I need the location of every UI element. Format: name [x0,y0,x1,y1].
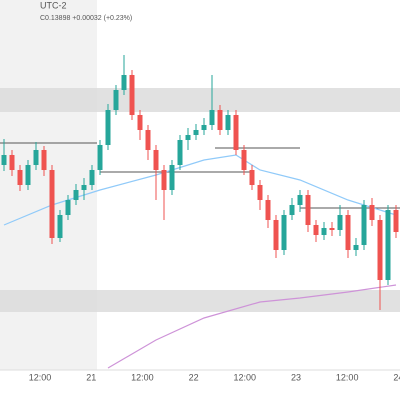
header-timezone: UTC-2 [40,0,67,10]
x-tick-label: 22 [189,372,199,382]
candle-body [313,225,319,235]
candle-body [393,210,399,232]
candle-body [81,185,87,190]
candle-body [273,220,279,250]
candle-body [201,125,207,130]
zone [0,290,400,312]
candle-body [321,228,327,235]
candle-body [249,170,255,185]
candle-body [153,150,159,170]
x-tick-label: 23 [291,372,301,382]
candle-body [49,170,55,238]
candle-body [73,190,79,200]
moving-average [107,284,397,369]
candle-body [113,90,119,110]
candle-body [209,110,215,125]
candle-body [105,110,111,145]
candle-body [41,150,47,170]
candle-body [305,195,311,225]
candle-body [265,200,271,220]
header-ohlc: C0.13898 +0.00032 (+0.23%) [40,15,132,22]
candle-body [233,115,239,150]
candle-body [369,205,375,220]
candle-body [97,145,103,170]
candle-body [9,155,15,170]
candle-body [289,205,295,215]
candle-body [361,205,367,245]
zone [0,88,400,112]
candle-body [241,150,247,170]
candle-body [353,245,359,250]
candle-body [17,170,23,185]
candle-body [281,215,287,250]
candle-body [345,215,351,250]
candle-body [161,170,167,190]
candle-body [225,115,231,130]
candle-body [65,200,71,215]
candle-body [33,150,39,165]
candle-body [145,130,151,150]
candle-body [25,165,31,185]
candle-body [337,215,343,230]
candle-body [89,170,95,185]
candle-body [257,185,263,200]
x-tick-label: 12:00 [234,372,257,382]
candle-body [1,155,7,165]
x-tick-label: 24 [393,372,400,382]
candle-body [217,110,223,130]
candle-body [193,130,199,135]
candle-body [121,75,127,90]
candle-body [185,135,191,140]
candle-body [385,210,391,280]
candle-body [137,115,143,130]
x-tick-label: 12:00 [131,372,154,382]
candle-body [377,220,383,280]
candle-body [57,215,63,238]
candle-body [129,75,135,115]
candle-body [169,165,175,190]
x-tick-label: 12:00 [29,372,52,382]
candle-body [297,195,303,205]
x-tick-label: 21 [86,372,96,382]
candle-body [177,140,183,165]
x-tick-label: 12:00 [336,372,359,382]
candle-body [329,228,335,230]
